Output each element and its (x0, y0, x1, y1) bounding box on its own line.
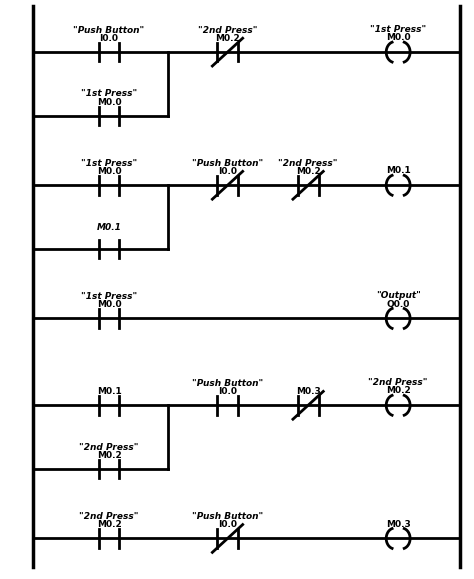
Text: "2nd Press": "2nd Press" (79, 512, 139, 521)
Text: M0.1: M0.1 (97, 387, 121, 396)
Text: I0.0: I0.0 (218, 387, 237, 396)
Text: M0.0: M0.0 (386, 33, 410, 42)
Text: "1st Press": "1st Press" (370, 24, 426, 34)
Text: M0.2: M0.2 (215, 34, 240, 43)
Text: "Push Button": "Push Button" (192, 379, 263, 388)
Text: M0.2: M0.2 (97, 450, 121, 460)
Text: "1st Press": "1st Press" (81, 89, 137, 98)
Text: "Push Button": "Push Button" (192, 159, 263, 168)
Text: I0.0: I0.0 (218, 520, 237, 529)
Text: "2nd Press": "2nd Press" (278, 159, 338, 168)
Text: "Output": "Output" (376, 291, 420, 300)
Text: M0.3: M0.3 (296, 387, 320, 396)
Text: "2nd Press": "2nd Press" (368, 378, 428, 387)
Text: M0.2: M0.2 (296, 167, 320, 176)
Text: M0.2: M0.2 (97, 520, 121, 529)
Text: "Push Button": "Push Button" (192, 512, 263, 521)
Text: M0.0: M0.0 (97, 167, 121, 176)
Text: M0.2: M0.2 (386, 386, 410, 395)
Text: "1st Press": "1st Press" (81, 159, 137, 168)
Text: M0.1: M0.1 (386, 166, 410, 175)
Text: M0.0: M0.0 (97, 97, 121, 107)
Text: I0.0: I0.0 (100, 34, 118, 43)
Text: M0.1: M0.1 (97, 222, 121, 232)
Text: "Push Button": "Push Button" (73, 25, 145, 35)
Text: Q0.0: Q0.0 (386, 299, 410, 309)
Text: I0.0: I0.0 (218, 167, 237, 176)
Text: M0.0: M0.0 (97, 300, 121, 309)
Text: "2nd Press": "2nd Press" (79, 442, 139, 452)
Text: "1st Press": "1st Press" (81, 292, 137, 301)
Text: M0.3: M0.3 (386, 519, 410, 529)
Text: "2nd Press": "2nd Press" (198, 25, 257, 35)
